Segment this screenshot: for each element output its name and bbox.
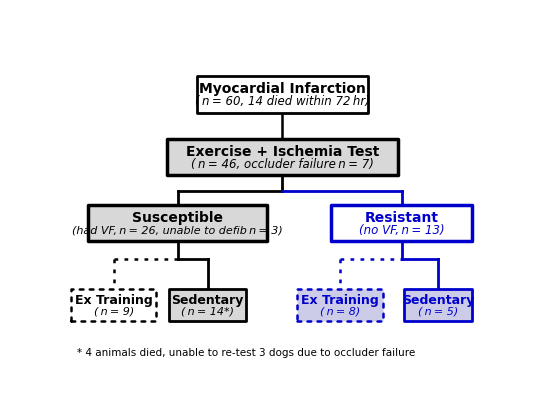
- Text: (no VF, n = 13): (no VF, n = 13): [359, 224, 445, 237]
- FancyBboxPatch shape: [404, 288, 472, 322]
- Text: Ex Training: Ex Training: [75, 293, 153, 306]
- Text: Myocardial Infarction: Myocardial Infarction: [199, 82, 366, 96]
- Text: (had VF, n = 26, unable to defib n = 3): (had VF, n = 26, unable to defib n = 3): [72, 226, 283, 235]
- FancyBboxPatch shape: [71, 288, 156, 322]
- Text: ( n = 8): ( n = 8): [320, 306, 360, 317]
- Text: ( n = 9): ( n = 9): [94, 306, 134, 317]
- Text: * 4 animals died, unable to re-test 3 dogs due to occluder failure: * 4 animals died, unable to re-test 3 do…: [77, 348, 415, 358]
- Text: Exercise + Ischemia Test: Exercise + Ischemia Test: [186, 145, 379, 159]
- FancyBboxPatch shape: [88, 205, 267, 242]
- Text: ( n = 60, 14 died within 72 hr): ( n = 60, 14 died within 72 hr): [195, 95, 370, 108]
- Text: Sedentary: Sedentary: [402, 293, 474, 306]
- Text: Resistant: Resistant: [365, 211, 439, 225]
- FancyBboxPatch shape: [169, 288, 246, 322]
- Text: Susceptible: Susceptible: [132, 211, 223, 225]
- FancyBboxPatch shape: [332, 205, 472, 242]
- Text: Sedentary: Sedentary: [171, 293, 244, 306]
- FancyBboxPatch shape: [167, 139, 398, 175]
- Text: ( n = 5): ( n = 5): [418, 306, 458, 317]
- Text: ( n = 46, occluder failure n = 7): ( n = 46, occluder failure n = 7): [191, 158, 374, 171]
- Text: ( n = 14*): ( n = 14*): [181, 306, 234, 317]
- FancyBboxPatch shape: [298, 288, 383, 322]
- Text: Ex Training: Ex Training: [301, 293, 379, 306]
- FancyBboxPatch shape: [197, 76, 368, 113]
